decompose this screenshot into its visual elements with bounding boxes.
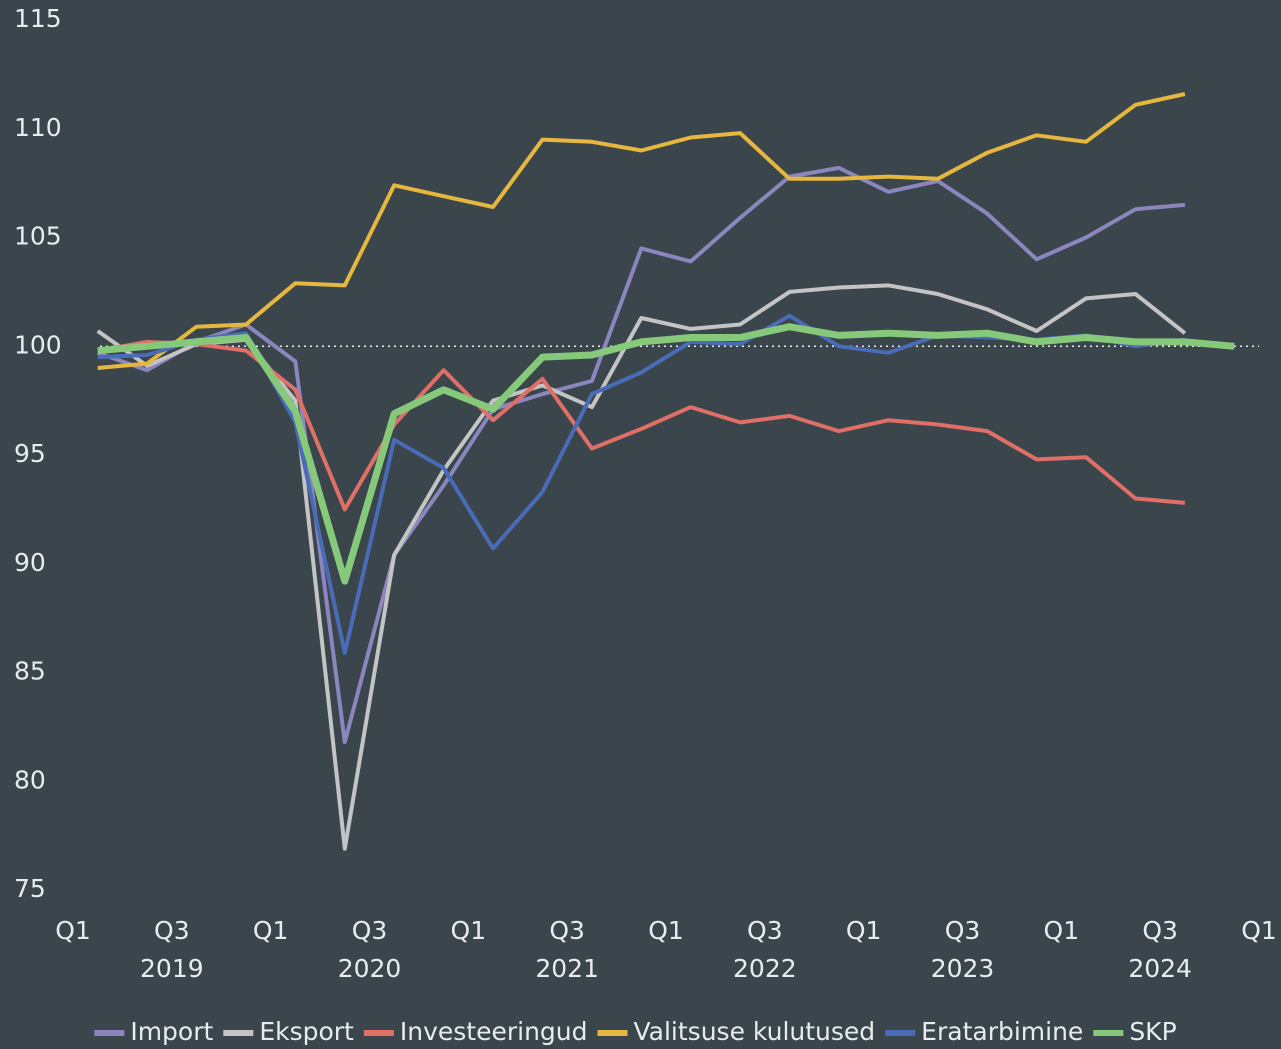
year-label: 2023 <box>931 954 995 983</box>
x-tick-label: Q1 <box>846 916 882 945</box>
year-label: 2022 <box>733 954 797 983</box>
year-label: 2020 <box>338 954 402 983</box>
legend-label: Investeeringud <box>400 1017 588 1046</box>
x-tick-label: Q1 <box>648 916 684 945</box>
y-tick-label: 115 <box>14 4 62 33</box>
y-tick-label: 85 <box>14 657 46 686</box>
y-tick-label: 100 <box>14 330 62 359</box>
chart: 75 80 85 90 95 100 105 110 115 Q1 Q3 Q1 Q3 Q1 Q3 Q1 Q3 Q1… <box>0 0 1281 1049</box>
legend-label: Import <box>130 1017 213 1046</box>
y-tick-label: 75 <box>14 874 46 903</box>
x-tick-label: Q3 <box>549 916 585 945</box>
legend-label: Valitsuse kulutused <box>634 1017 876 1046</box>
x-tick-label: Q1 <box>1044 916 1080 945</box>
legend-label: Eksport <box>259 1017 354 1046</box>
y-tick-label: 80 <box>14 765 46 794</box>
x-tick-label: Q3 <box>747 916 783 945</box>
legend-label: SKP <box>1129 1017 1176 1046</box>
x-tick-label: Q1 <box>1241 916 1277 945</box>
year-label: 2021 <box>535 954 599 983</box>
x-tick-label: Q3 <box>1142 916 1178 945</box>
year-label: 2024 <box>1128 954 1192 983</box>
x-tick-label: Q1 <box>253 916 289 945</box>
page: 75 80 85 90 95 100 105 110 115 Q1 Q3 Q1 Q3 Q1 Q3 Q1 Q3 Q1… <box>0 0 1281 1049</box>
x-tick-label: Q3 <box>945 916 981 945</box>
x-tick-label: Q1 <box>451 916 487 945</box>
y-tick-label: 90 <box>14 548 46 577</box>
x-tick-label: Q3 <box>154 916 190 945</box>
y-tick-label: 105 <box>14 222 62 251</box>
legend-label: Eratarbimine <box>921 1017 1083 1046</box>
background <box>0 0 1281 1049</box>
y-tick-label: 110 <box>14 113 62 142</box>
y-tick-label: 95 <box>14 439 46 468</box>
x-tick-label: Q3 <box>352 916 388 945</box>
x-tick-label: Q1 <box>55 916 91 945</box>
year-label: 2019 <box>140 954 204 983</box>
